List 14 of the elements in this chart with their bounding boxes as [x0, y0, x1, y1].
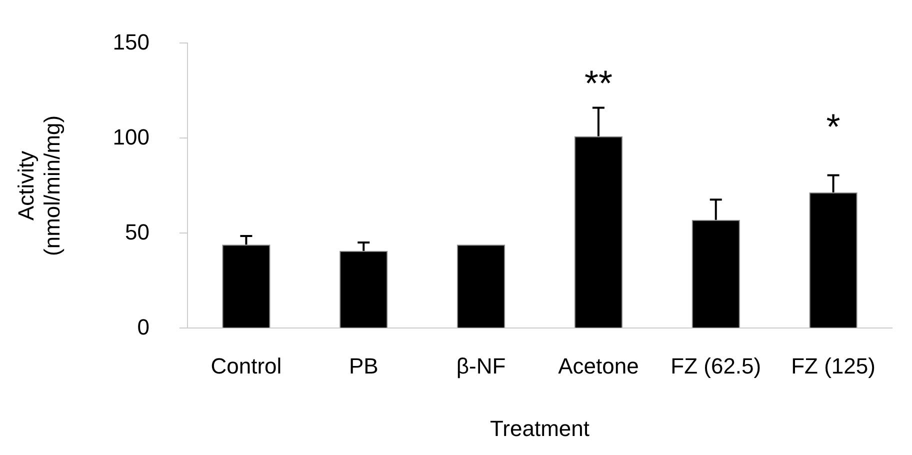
x-tick-label: PB [348, 353, 378, 378]
x-tick-label: FZ (62.5) [670, 353, 762, 378]
x-tick-label: Control [210, 353, 282, 378]
x-tick-label: β-NF [456, 353, 506, 378]
y-tick-label: 0 [137, 314, 150, 340]
y-tick-label: 50 [125, 219, 150, 244]
y-tick-label: 100 [112, 124, 150, 150]
x-axis-title: Treatment [490, 416, 590, 441]
y-tick-label: 150 [112, 29, 150, 54]
annotation: ** [584, 62, 612, 104]
x-tick-label: Acetone [558, 353, 639, 378]
y-axis-title: Activity (nmol/min/mg) [13, 115, 65, 256]
x-tick-label: FZ (125) [791, 353, 876, 378]
annotation: * [826, 106, 840, 148]
